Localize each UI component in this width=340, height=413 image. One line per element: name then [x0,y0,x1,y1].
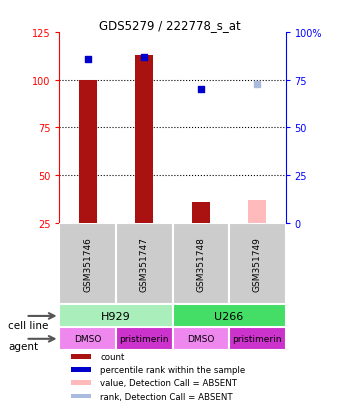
Text: pristimerin: pristimerin [233,335,282,344]
Bar [59,328,116,350]
Bar [59,305,173,328]
Point [85,56,90,63]
Text: value, Detection Call = ABSENT: value, Detection Call = ABSENT [100,378,237,387]
Text: GSM351747: GSM351747 [140,237,149,291]
Point [198,87,204,93]
Point [255,81,260,88]
Bar [192,202,210,223]
Text: agent: agent [8,341,39,351]
Bar [116,223,173,305]
Bar [229,223,286,305]
Text: count: count [100,352,124,361]
Bar [79,81,97,223]
Bar [248,200,266,223]
Bar [173,305,286,328]
Text: rank, Detection Call = ABSENT: rank, Detection Call = ABSENT [100,392,233,401]
Text: GDS5279 / 222778_s_at: GDS5279 / 222778_s_at [99,19,241,31]
Point [141,55,147,61]
Text: DMSO: DMSO [187,335,215,344]
Bar [135,56,153,223]
Text: GSM351746: GSM351746 [83,237,92,291]
Text: pristimerin: pristimerin [120,335,169,344]
Bar [59,223,116,305]
Bar [173,223,229,305]
Text: U266: U266 [215,311,244,321]
Text: percentile rank within the sample: percentile rank within the sample [100,366,245,375]
Text: H929: H929 [101,311,131,321]
Text: GSM351748: GSM351748 [196,237,205,291]
Text: DMSO: DMSO [74,335,101,344]
Bar [173,328,229,350]
Bar [116,328,173,350]
Bar [71,394,91,399]
Bar [71,380,91,385]
Text: cell line: cell line [8,320,49,330]
Text: GSM351749: GSM351749 [253,237,262,291]
Bar [71,368,91,373]
Bar [229,328,286,350]
Bar [71,354,91,359]
